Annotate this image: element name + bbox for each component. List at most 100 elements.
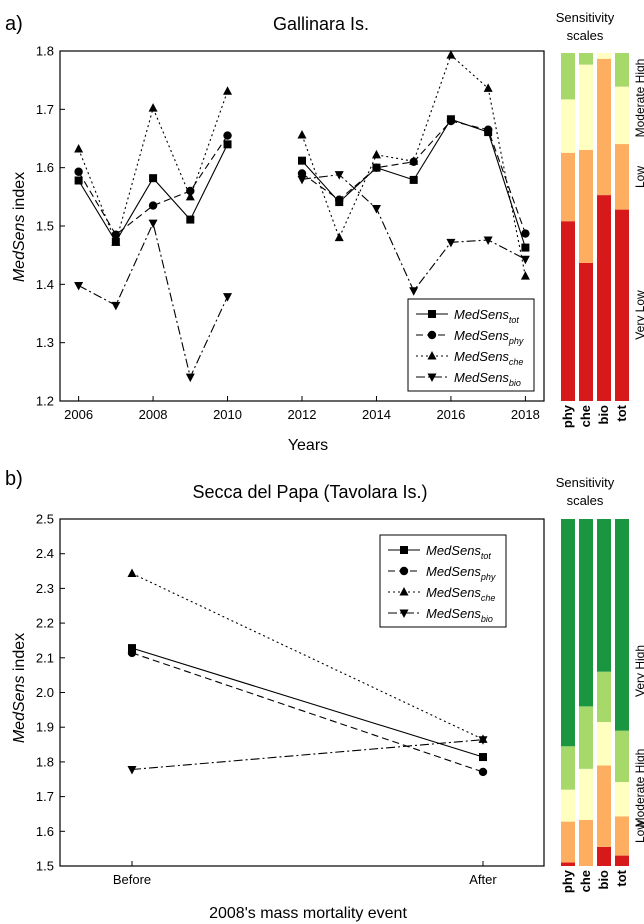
panel-b-scale-segment-moderate <box>615 782 629 817</box>
panel-b-ytick-label: 2.4 <box>36 546 54 561</box>
panel-a-scale-segment-moderate <box>615 86 629 145</box>
panel-a-xtick-label: 2018 <box>511 407 540 422</box>
panel-a-ytick-label: 1.7 <box>36 102 54 117</box>
data-point-che <box>520 271 530 280</box>
panel-a-xtick-label: 2008 <box>139 407 168 422</box>
panel-a-scale-segment-very_low <box>579 262 593 401</box>
panel-b-scale-column-label: phy <box>560 869 575 893</box>
data-point-tot <box>298 156 306 165</box>
panel-a-scale-segment-low <box>597 58 611 196</box>
panel-a-scale-column-label: phy <box>560 404 575 428</box>
data-point-tot <box>149 174 158 183</box>
data-point-tot <box>479 753 487 762</box>
panel-b-scale-segment-very_low <box>597 846 611 866</box>
data-point-bio <box>185 373 195 383</box>
panel-b-scale-column-label: bio <box>596 870 611 890</box>
data-point-bio <box>520 255 530 265</box>
panel-b-scale-column-label: che <box>578 870 593 892</box>
panel-b-legend-entry: MedSensche <box>426 585 495 603</box>
panel-b-scale-segment-high <box>579 706 593 769</box>
panel-a-scale-title-1: Sensitivity <box>556 10 615 25</box>
panel-a-legend-entry: MedSensphy <box>454 328 524 346</box>
series-line-che <box>78 91 229 245</box>
panel-a-scale-segment-high <box>615 53 629 87</box>
panel-b-ytick-label: 2.5 <box>36 512 54 527</box>
panel-a-scale-column-label: bio <box>596 405 611 425</box>
panel-a-scale-column-label: che <box>578 405 593 427</box>
panel-b-scale-segment-very_low <box>615 855 629 866</box>
panel-b-ytick-label: 1.8 <box>36 754 54 769</box>
panel-a-legend-entry-sub: tot <box>509 315 520 325</box>
panel-b-ytick-label: 2.1 <box>36 650 54 665</box>
panel-a-legend-entry-main: MedSens <box>454 370 509 385</box>
panel-b-ytick-label: 1.7 <box>36 789 54 804</box>
panel-a-xtick-label: 2010 <box>213 407 242 422</box>
data-point-bio <box>371 205 381 214</box>
panel-a-scale-segment-very_low <box>597 195 611 401</box>
data-point-che <box>483 83 493 92</box>
data-point-bio <box>127 766 137 775</box>
panel-a-xlabel: Years <box>288 437 328 454</box>
panel-a-legend-entry-sub: phy <box>508 336 524 346</box>
data-point-bio <box>148 219 158 229</box>
panel-a-ytick-label: 1.3 <box>36 335 54 350</box>
data-point-tot <box>186 215 195 224</box>
panel-b-ylabel-italic: MedSens <box>11 676 28 744</box>
panel-b-legend-entry-sub: bio <box>481 614 493 624</box>
series-line-bio <box>78 221 228 379</box>
data-point-tot <box>74 176 83 185</box>
panel-b-legend-entry-main: MedSens <box>426 606 481 621</box>
panel-a-scale-level-label: Low <box>633 166 644 188</box>
data-point-tot <box>521 243 530 252</box>
data-point-phy <box>478 767 488 777</box>
panel-b-scale-segment-very_high <box>615 519 629 731</box>
panel-a-label: a) <box>5 13 23 35</box>
panel-a-scale-level-label: Very Low <box>633 290 644 340</box>
data-point-bio <box>446 238 456 248</box>
data-point-che <box>371 149 381 159</box>
panel-b-scale-level-label: Very High <box>633 645 644 697</box>
panel-b-scale-title-1: Sensitivity <box>556 475 615 490</box>
data-point-phy <box>148 201 158 210</box>
panel-a-scale-segment-low <box>561 152 575 222</box>
panel-b-scale-segment-high <box>597 671 611 722</box>
data-point-bio <box>297 175 307 185</box>
panel-b-legend-entry-main: MedSens <box>426 543 481 558</box>
data-point-tot <box>128 644 136 653</box>
panel-a-xtick-label: 2016 <box>436 407 465 422</box>
data-point-che <box>334 232 344 242</box>
data-point-che <box>446 50 456 59</box>
panel-a-scale-title-2: scales <box>567 28 604 43</box>
data-point-bio <box>409 287 419 296</box>
panel-b-legend-entry-main: MedSens <box>426 564 481 579</box>
data-point-phy <box>335 195 344 204</box>
panel-a-scale-segment-very_low <box>561 221 575 401</box>
panel-b-label: b) <box>5 468 23 490</box>
data-point-che <box>409 156 419 165</box>
panel-b-ytick-label: 1.9 <box>36 720 54 735</box>
panel-b-xlabel: 2008's mass mortality event <box>209 905 407 922</box>
panel-b-scale-segment-low <box>579 819 593 866</box>
panel-b-ytick-label: 2.2 <box>36 616 54 631</box>
panel-a-ytick-label: 1.5 <box>36 219 54 234</box>
data-point-bio <box>334 171 344 180</box>
panel-b-scale-level-label: Low <box>633 821 644 843</box>
panel-b-title: Secca del Papa (Tavolara Is.) <box>192 482 427 502</box>
panel-a-scale-segment-moderate <box>597 53 611 59</box>
panel-b-scale-title-2: scales <box>567 493 604 508</box>
panel-a-scale-segment-low <box>579 149 593 263</box>
panel-a-ytick-label: 1.2 <box>36 394 54 409</box>
data-point-tot <box>223 140 232 149</box>
panel-b-scale-segment-low <box>597 765 611 847</box>
panel-b-legend-entry-sub: che <box>481 593 496 603</box>
panel-b-scale-segment-moderate <box>561 789 575 822</box>
panel-b-scale-segment-low <box>615 816 629 856</box>
panel-b-scale-segment-very_high <box>561 519 575 747</box>
panel-a-scale-segment-high <box>561 53 575 100</box>
series-line-tot <box>131 647 484 758</box>
panel-b-scale-segment-moderate <box>579 768 593 820</box>
panel-b-scale-segment-high <box>561 746 575 790</box>
panel-a-plot: 1.2 1.3 1.4 1.5 1.6 1.7 1.8 2006 2008 2010 2012 201… <box>36 44 545 422</box>
panel-b-legend-entry-main: MedSens <box>426 585 481 600</box>
